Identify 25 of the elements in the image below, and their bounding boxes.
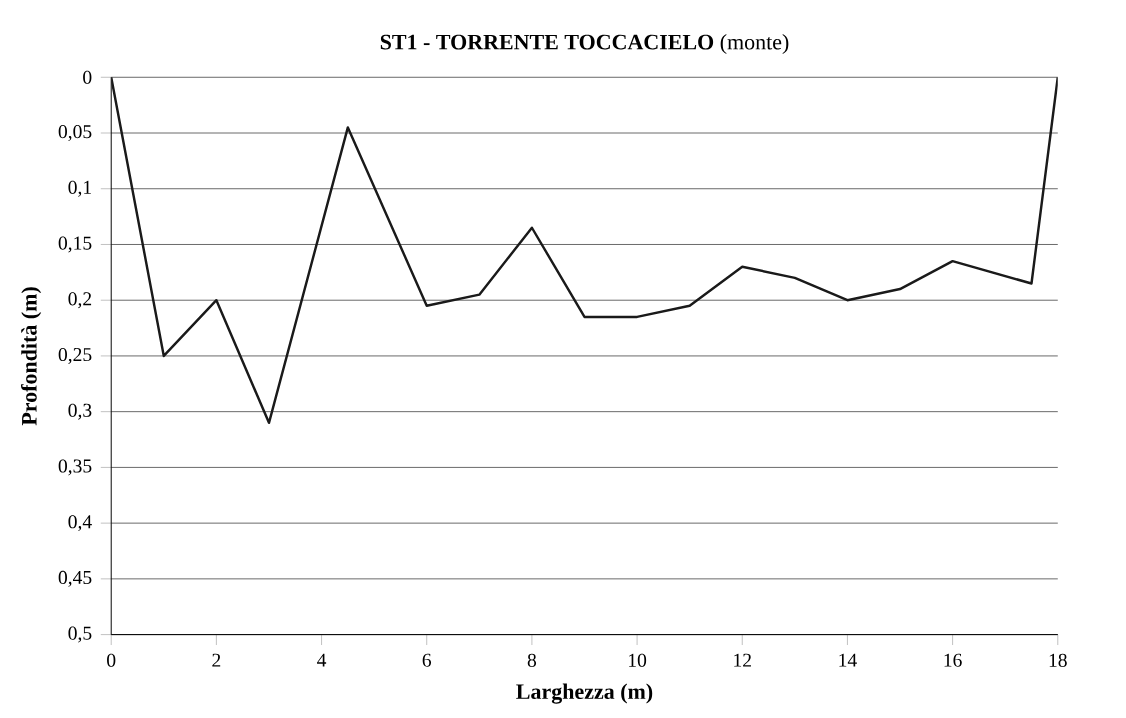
y-tick-label: 0,2 (68, 292, 92, 309)
line-series (111, 77, 1058, 425)
x-tick-label: 0 (107, 653, 116, 667)
x-tick-label: 2 (212, 653, 221, 667)
y-tick-label: 0,3 (68, 403, 92, 420)
y-tick-label: 0,15 (58, 236, 92, 253)
y-tick-label: 0,05 (58, 125, 92, 141)
x-axis-title: Larghezza (m) (516, 683, 653, 704)
x-tick-label: 14 (839, 653, 857, 667)
chart-title: ST1 - TORRENTE TOCCACIELO (monte) (380, 34, 789, 54)
x-tick-label: 4 (317, 653, 327, 667)
x-tick-label: 18 (1049, 653, 1067, 667)
x-tick-label: 12 (734, 653, 751, 667)
y-tick-label: 0,5 (68, 626, 92, 643)
x-tick-label: 16 (944, 653, 962, 667)
y-tick-label: 0,25 (58, 347, 92, 364)
x-tick-label: 8 (527, 653, 537, 667)
y-tick-label: 0,4 (68, 515, 92, 532)
x-tick-label: 10 (629, 653, 647, 667)
y-tick-label: 0,45 (58, 570, 92, 587)
y-tick-label: 0,1 (68, 180, 91, 197)
y-tick-label: 0,35 (58, 459, 92, 476)
y-tick-label: 0 (83, 70, 92, 84)
y-axis-title: Profondità (m) (21, 287, 42, 426)
x-tick-label: 6 (422, 653, 432, 667)
